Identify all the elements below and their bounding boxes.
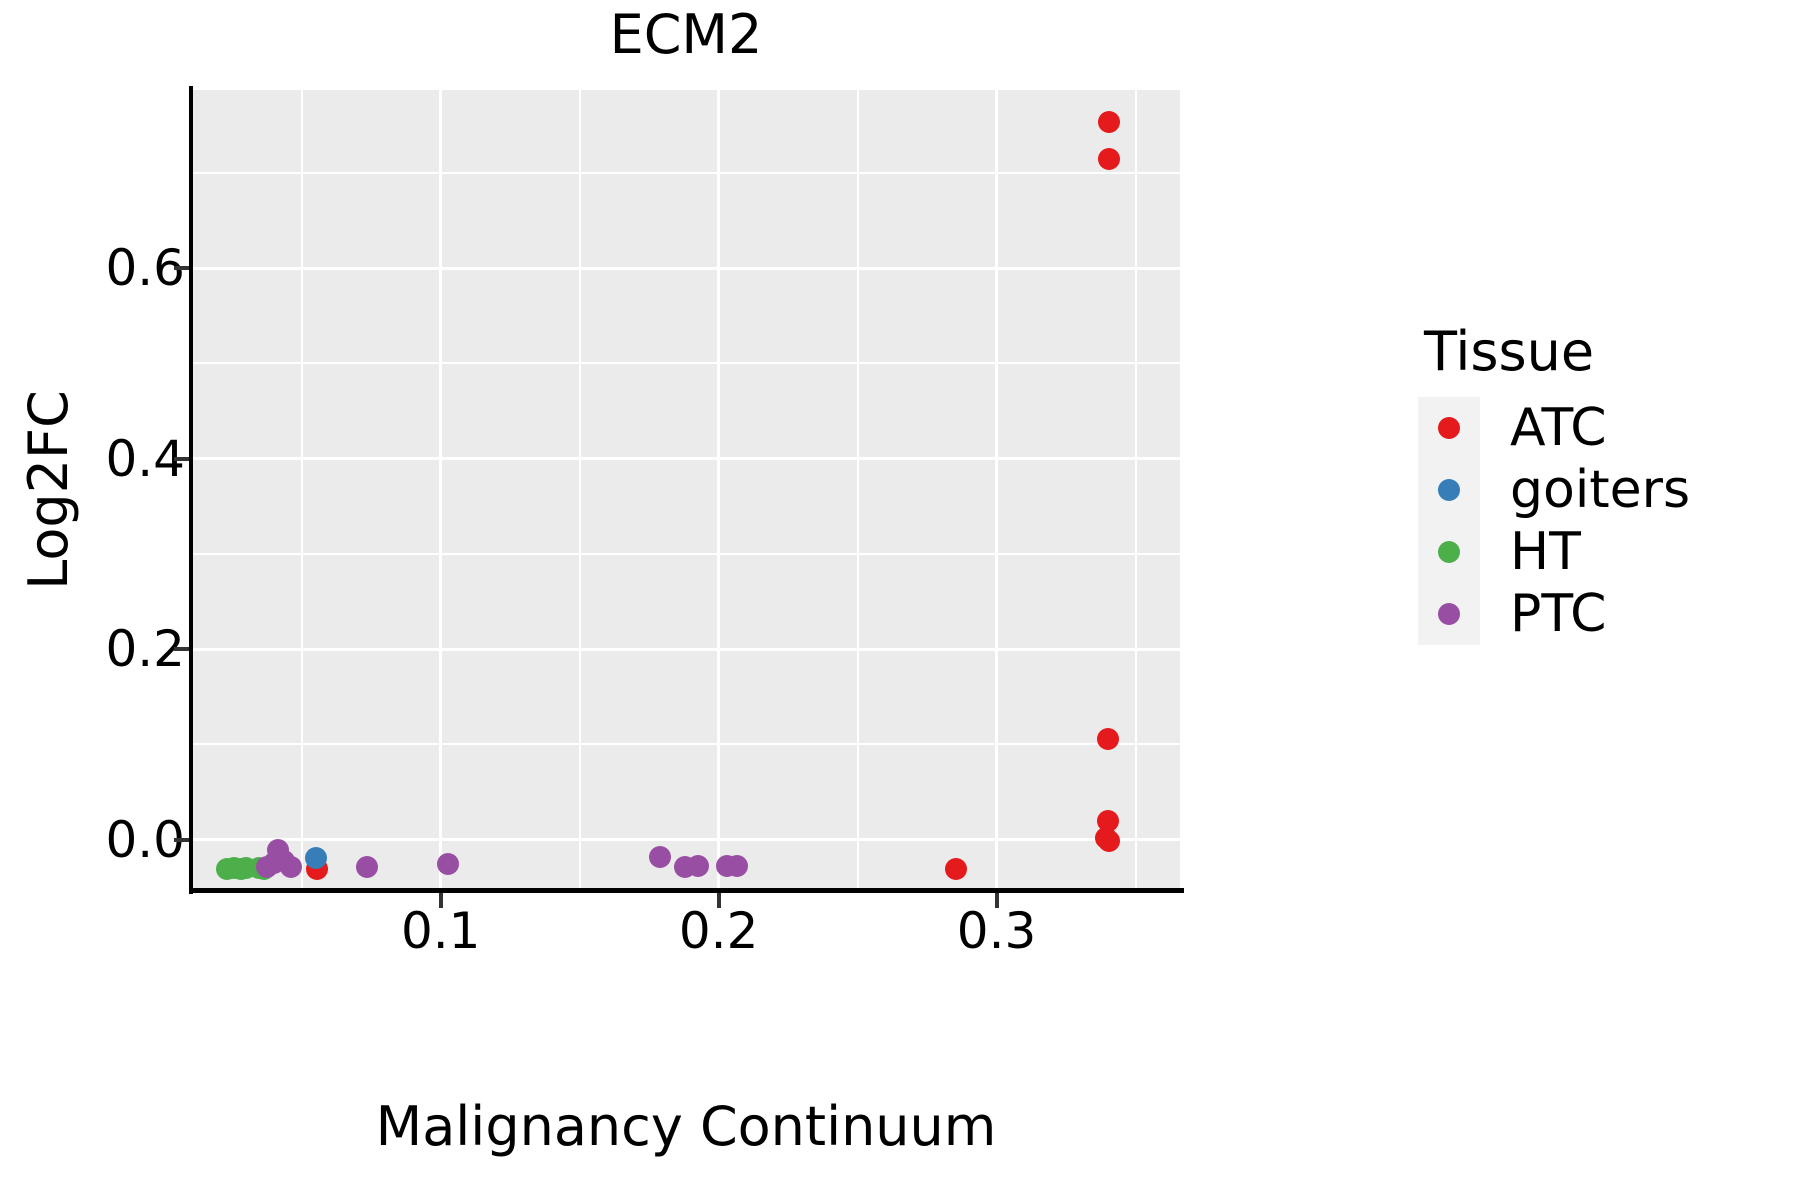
data-point-atc bbox=[1098, 111, 1121, 134]
gridline-major-horizontal bbox=[192, 266, 1180, 270]
data-point-atc bbox=[1098, 148, 1121, 171]
x-axis-tick-label: 0.2 bbox=[678, 902, 759, 960]
data-point-atc bbox=[1098, 830, 1121, 853]
legend: Tissue ATC goiters HT PTC bbox=[1418, 320, 1788, 645]
legend-dot-icon bbox=[1438, 603, 1460, 625]
legend-item-ptc[interactable]: PTC bbox=[1418, 583, 1788, 645]
legend-item-label: ATC bbox=[1510, 398, 1607, 458]
x-axis-tick-mark bbox=[716, 893, 721, 908]
y-axis-tick-label: 0.4 bbox=[105, 429, 185, 488]
x-axis-tick-mark bbox=[994, 893, 999, 908]
y-axis-tick-label: 0.2 bbox=[105, 620, 185, 679]
gridline-minor-horizontal bbox=[192, 743, 1180, 746]
legend-title: Tissue bbox=[1424, 320, 1595, 383]
plot-panel bbox=[192, 90, 1180, 890]
legend-dot-icon bbox=[1438, 417, 1460, 439]
legend-item-label: PTC bbox=[1510, 584, 1607, 644]
legend-key-swatch bbox=[1418, 459, 1480, 521]
legend-keys: ATC goiters HT PTC bbox=[1418, 397, 1788, 645]
y-axis-label: Log2FC bbox=[17, 390, 80, 590]
y-axis-line bbox=[189, 86, 193, 894]
data-point-atc bbox=[945, 857, 968, 880]
data-point-ptc bbox=[356, 856, 379, 879]
legend-item-label: HT bbox=[1510, 522, 1581, 582]
data-point-ptc bbox=[686, 855, 709, 878]
gridline-minor-vertical bbox=[856, 90, 859, 890]
gridline-major-vertical bbox=[995, 90, 999, 890]
gridline-major-horizontal bbox=[192, 647, 1180, 651]
data-point-ptc bbox=[725, 854, 748, 877]
data-point-atc bbox=[1096, 728, 1119, 751]
legend-dot-icon bbox=[1438, 541, 1460, 563]
gridline-minor-vertical bbox=[300, 90, 303, 890]
data-point-atc bbox=[1096, 809, 1119, 832]
legend-key-swatch bbox=[1418, 397, 1480, 459]
data-point-goiters bbox=[304, 847, 327, 870]
x-axis-tick-mark bbox=[438, 893, 443, 908]
data-point-ptc bbox=[436, 852, 459, 875]
legend-item-atc[interactable]: ATC bbox=[1418, 397, 1788, 459]
gridline-minor-vertical bbox=[1134, 90, 1137, 890]
panel-background bbox=[192, 90, 1180, 890]
y-axis-tick-mark bbox=[174, 456, 189, 461]
gridline-major-horizontal bbox=[192, 457, 1180, 461]
x-axis-tick-label: 0.1 bbox=[400, 902, 481, 960]
y-axis-tick-mark bbox=[174, 266, 189, 271]
legend-key-swatch bbox=[1418, 583, 1480, 645]
y-axis-tick-label: 0.6 bbox=[105, 239, 185, 298]
gridline-minor-horizontal bbox=[192, 362, 1180, 365]
legend-dot-icon bbox=[1438, 479, 1460, 501]
x-axis-label: Malignancy Continuum bbox=[375, 1095, 997, 1158]
gridline-minor-horizontal bbox=[192, 171, 1180, 174]
y-axis-tick-mark bbox=[174, 647, 189, 652]
gridline-major-vertical bbox=[717, 90, 721, 890]
y-axis-tick-mark bbox=[174, 837, 189, 842]
y-axis-tick-label: 0.0 bbox=[105, 810, 185, 869]
x-axis-line bbox=[189, 888, 1184, 893]
gridline-minor-vertical bbox=[578, 90, 581, 890]
x-axis-tick-label: 0.3 bbox=[956, 902, 1037, 960]
legend-key-swatch bbox=[1418, 521, 1480, 583]
gridline-minor-horizontal bbox=[192, 552, 1180, 555]
legend-item-ht[interactable]: HT bbox=[1418, 521, 1788, 583]
legend-item-label: goiters bbox=[1510, 460, 1691, 520]
data-point-ptc bbox=[649, 846, 672, 869]
gridline-major-vertical bbox=[439, 90, 443, 890]
gridline-major-horizontal bbox=[192, 838, 1180, 842]
legend-item-goiters[interactable]: goiters bbox=[1418, 459, 1788, 521]
page-title: ECM2 bbox=[609, 3, 763, 66]
data-point-ptc bbox=[279, 856, 302, 879]
